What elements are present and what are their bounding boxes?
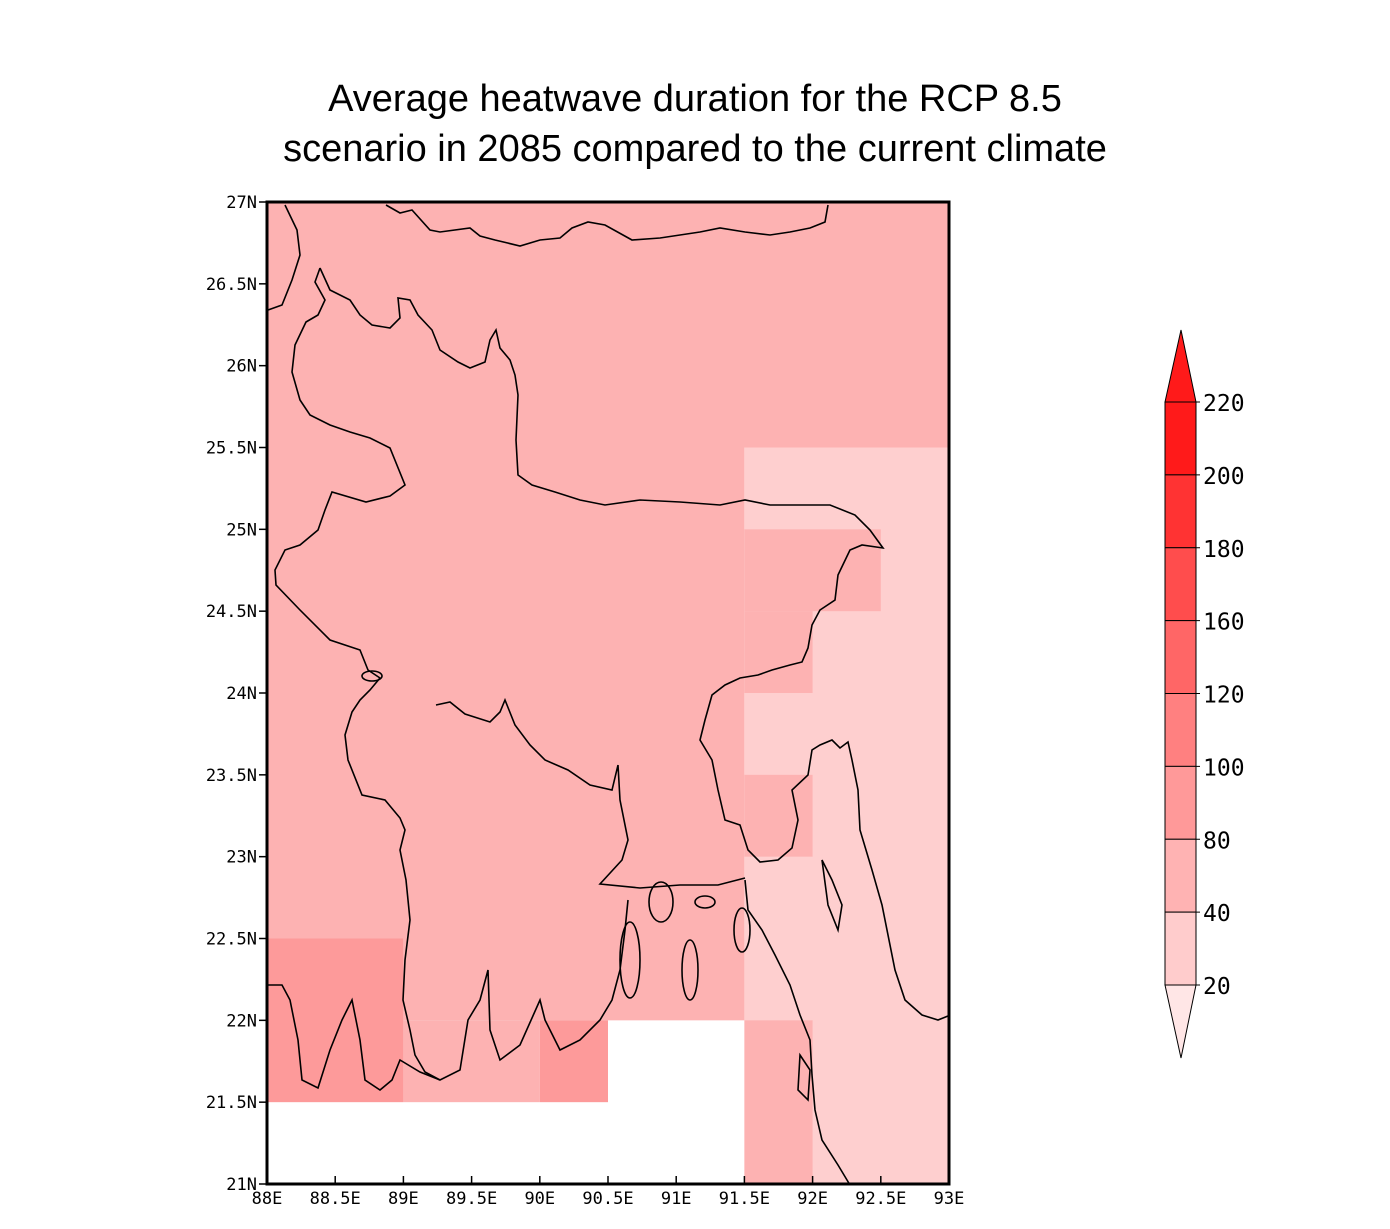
axis-ticks: 88E 88.5E 89E 89.5E 90E 90.5E 91E 91.5E 92E 92.5E… [206, 193, 965, 1209]
river-line [435, 697, 746, 889]
colorbar-label: 180 [1203, 537, 1245, 563]
lon-tick-label: 90E [524, 1189, 555, 1209]
colorbar-segment [1164, 693, 1197, 767]
colorbar: 220 200 180 160 120 100 80 40 20 [1164, 329, 1245, 1059]
grid-cell-8 [403, 938, 745, 1021]
grid-cell-1 [267, 447, 745, 939]
title-line-1: Average heatwave duration for the RCP 8.… [328, 78, 1062, 120]
bangladesh-outline [319, 267, 949, 1021]
grid-cell-6 [744, 1020, 813, 1184]
coastline-borders [267, 204, 949, 1186]
grid-cell-5 [744, 774, 813, 857]
grid-cell-10 [539, 1020, 608, 1103]
lat-tick-label: 22.5N [206, 930, 257, 950]
colorbar-segment [1164, 765, 1197, 840]
lon-tick-label: 92.5E [855, 1189, 906, 1209]
colorbar-segment [1164, 401, 1197, 476]
southeast-coast [744, 879, 851, 1186]
lon-tick-label: 89E [388, 1189, 419, 1209]
lat-tick-label: 27N [226, 193, 257, 213]
southwest-coast [268, 899, 629, 1091]
colorbar-under-triangle [1164, 984, 1197, 1059]
lat-tick-label: 25.5N [206, 439, 257, 459]
lon-tick-label: 88E [252, 1189, 283, 1209]
colorbar-label: 20 [1203, 974, 1231, 1000]
lat-tick-label: 21.5N [206, 1093, 257, 1113]
lon-tick-label: 88.5E [310, 1189, 361, 1209]
lon-tick-label: 91.5E [719, 1189, 770, 1209]
lat-tick-label: 22N [226, 1011, 257, 1031]
lon-tick-label: 92E [797, 1189, 828, 1209]
colorbar-segment [1164, 620, 1197, 694]
lat-tick-label: 26.5N [206, 275, 257, 295]
lat-tick-label: 24.5N [206, 602, 257, 622]
lon-tick-label: 89.5E [446, 1189, 497, 1209]
lat-tick-label: 23N [226, 848, 257, 868]
heatwave-grid-cells [267, 202, 949, 1184]
lat-tick-label: 25N [226, 520, 257, 540]
grid-cell-3 [744, 529, 881, 612]
colorbar-segment [1164, 911, 1197, 986]
colorbar-label: 120 [1203, 683, 1245, 709]
lat-tick-label: 24N [226, 684, 257, 704]
colorbar-segment [1164, 838, 1197, 913]
grid-cell-4 [744, 611, 813, 693]
western-border-line [267, 204, 301, 311]
grid-cell-7 [267, 938, 404, 1103]
lat-tick-label: 21N [226, 1175, 257, 1195]
northern-border-line [385, 204, 829, 247]
colorbar-label: 100 [1203, 755, 1245, 781]
colorbar-over-triangle [1164, 329, 1197, 403]
lat-tick-label: 26N [226, 357, 257, 377]
lat-tick-label: 23.5N [206, 766, 257, 786]
lon-tick-label: 93E [934, 1189, 965, 1209]
grid-cell-9 [403, 1020, 540, 1103]
colorbar-segment [1164, 547, 1197, 622]
colorbar-label: 220 [1203, 391, 1245, 417]
lon-tick-label: 90.5E [582, 1189, 633, 1209]
colorbar-label: 160 [1203, 610, 1245, 636]
colorbar-label: 80 [1203, 828, 1231, 854]
colorbar-segment [1164, 474, 1197, 549]
colorbar-label: 40 [1203, 901, 1231, 927]
western-outline [274, 267, 441, 1081]
title-line-2: scenario in 2085 compared to the current… [283, 128, 1107, 170]
grid-cell-0 [267, 202, 949, 448]
map-title: Average heatwave duration for the RCP 8.… [0, 74, 1390, 174]
lon-tick-label: 91E [661, 1189, 692, 1209]
colorbar-label: 200 [1203, 464, 1245, 490]
